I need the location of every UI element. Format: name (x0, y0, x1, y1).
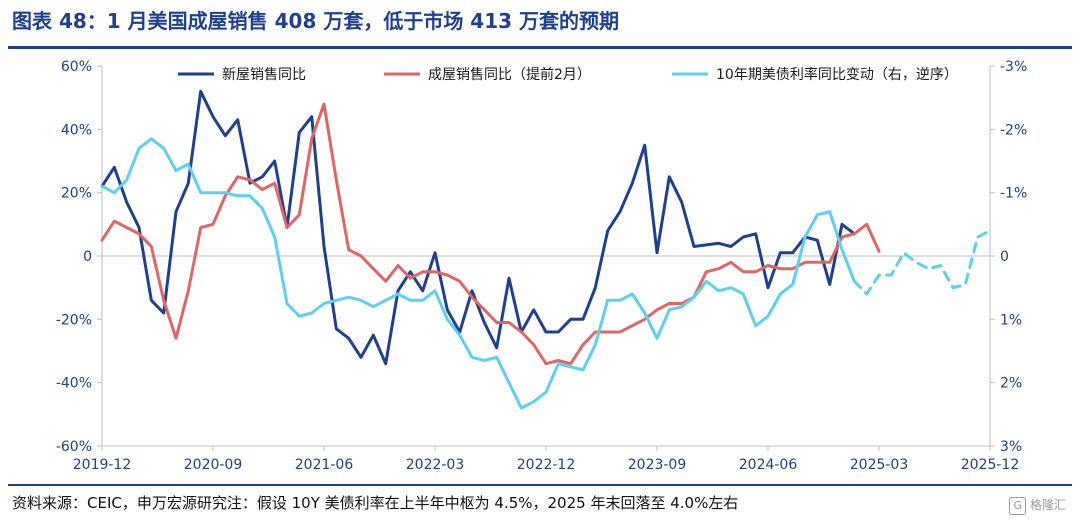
right-y-tick-label: 1% (1000, 312, 1022, 328)
axes: 60% 40% 20% 0 -20% -40% -60% -3% -2% -1% 0 1% 2% 3% 20… (56, 59, 1027, 473)
watermark: G 格隆汇 (1009, 494, 1066, 516)
x-tick-label: 2023-09 (628, 457, 687, 473)
series-line-3 (852, 229, 992, 296)
left-y-tick-label: -20% (56, 312, 92, 328)
right-y-tick-label: -3% (1000, 59, 1027, 75)
series-line-2 (100, 137, 856, 410)
x-tick-label: 2019-12 (73, 457, 132, 473)
legend-label-2: 10年期美债利率同比变动（右，逆序） (716, 66, 958, 83)
x-tick-label: 2025-12 (961, 457, 1020, 473)
left-y-tick-label: 0 (83, 249, 92, 265)
left-y-tick-label: 40% (61, 122, 92, 138)
G-logo-icon: G (1009, 497, 1026, 515)
source-rule (8, 484, 1072, 486)
title-rule (8, 46, 1072, 49)
right-y-tick-label: 0 (1000, 249, 1009, 265)
x-tick-label: 2024-06 (739, 457, 798, 473)
series-line-0 (100, 89, 856, 366)
right-y-tick-label: 3% (1000, 439, 1022, 455)
right-y-tick-label: -1% (1000, 186, 1027, 202)
series-line-1 (100, 102, 881, 366)
left-y-tick-label: -60% (56, 439, 92, 455)
watermark-text: 格隆汇 (1029, 498, 1066, 512)
x-tick-label: 2022-03 (406, 457, 465, 473)
right-y-tick-label: -2% (1000, 122, 1027, 138)
x-tick-label: 2020-09 (184, 457, 243, 473)
series-lines (100, 89, 992, 410)
legend: 新屋销售同比 成屋销售同比（提前2月） 10年期美债利率同比变动（右，逆序） (178, 66, 958, 83)
right-y-tick-label: 2% (1000, 376, 1022, 392)
chart-title: 图表 48：1 月美国成屋销售 408 万套，低于市场 413 万套的预期 (12, 9, 620, 33)
legend-label-1: 成屋销售同比（提前2月） (428, 66, 591, 83)
left-y-tick-label: 60% (61, 59, 92, 75)
source-note: 资料来源：CEIC，申万宏源研究注：假设 10Y 美债利率在上半年中枢为 4.5… (12, 494, 739, 512)
legend-label-0: 新屋销售同比 (222, 67, 306, 83)
x-tick-label: 2022-12 (517, 457, 576, 473)
left-y-tick-label: -40% (56, 376, 92, 392)
left-y-tick-label: 20% (61, 186, 92, 202)
x-tick-label: 2021-06 (295, 457, 354, 473)
x-tick-label: 2025-03 (850, 457, 909, 473)
